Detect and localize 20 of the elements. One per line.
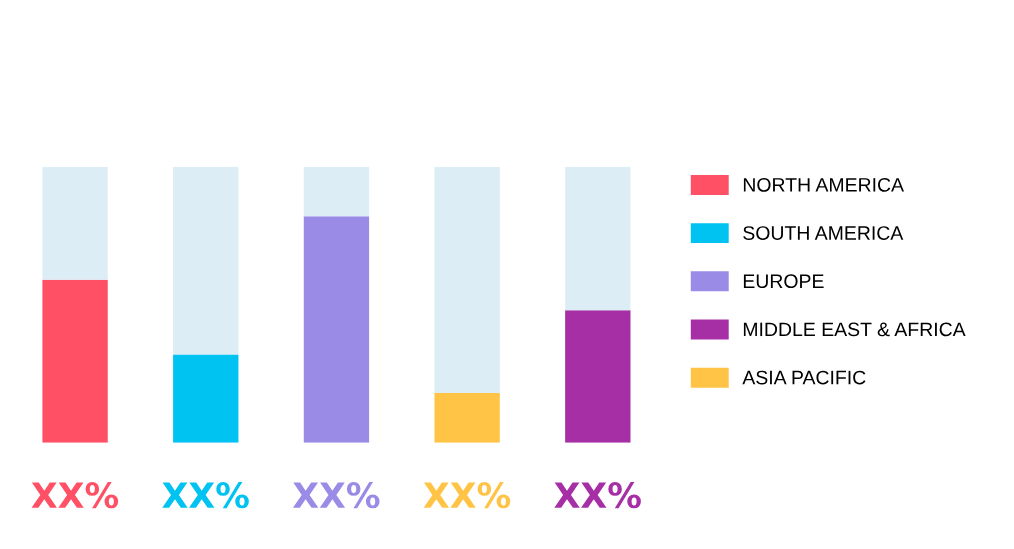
bar <box>303 166 370 217</box>
bar <box>303 216 370 443</box>
text: XX% <box>162 482 249 509</box>
bar <box>434 166 500 394</box>
text: XX% <box>31 482 119 509</box>
bar <box>42 279 108 443</box>
legend-label: NORTH AMERICA <box>743 177 904 192</box>
bar <box>565 166 631 311</box>
legend-label: MIDDLE EAST & AFRICA <box>743 322 966 337</box>
bar <box>42 166 108 280</box>
bar <box>173 354 239 443</box>
text: XX% <box>292 482 380 509</box>
legend-label: ASIA PACIFIC <box>742 370 866 385</box>
text: XX% <box>554 482 641 509</box>
bar <box>434 393 500 443</box>
bar <box>565 310 631 443</box>
text: XX% <box>423 482 511 509</box>
legend-label: SOUTH AMERICA <box>743 226 904 240</box>
bar <box>173 166 239 355</box>
legend-label: EUROPE <box>743 274 824 289</box>
